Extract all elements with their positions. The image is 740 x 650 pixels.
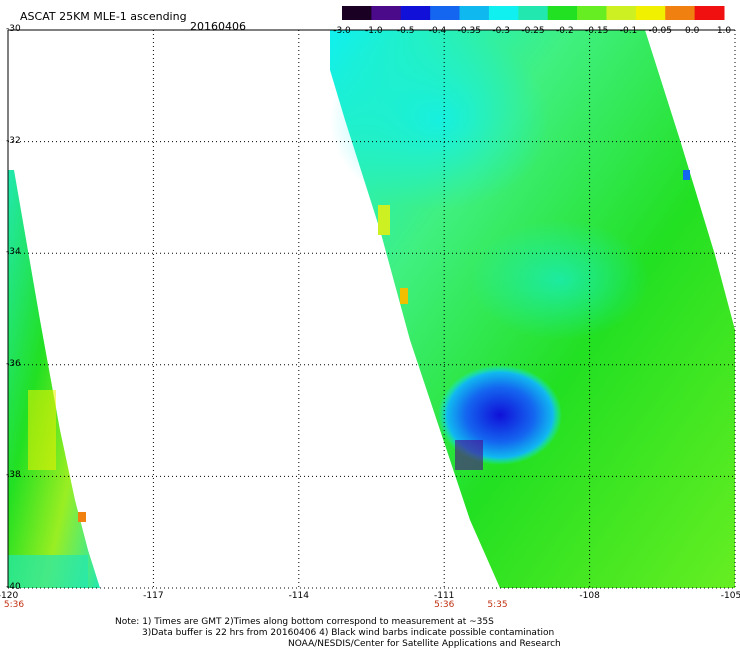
colorbar-label: -0.05 bbox=[648, 26, 672, 36]
latitude-tick-label: -30 bbox=[6, 24, 21, 34]
colorbar-segment bbox=[430, 6, 461, 20]
colorbar-label: -0.3 bbox=[492, 26, 510, 36]
cyan-region-2 bbox=[470, 220, 650, 340]
product-title: ASCAT 25KM MLE-1 ascending bbox=[20, 10, 187, 23]
cyan-region bbox=[330, 30, 550, 210]
colorbar-label: 0.0 bbox=[684, 26, 700, 36]
left-swath-orange-cell bbox=[78, 512, 86, 522]
longitude-tick-label: -120 bbox=[0, 591, 19, 601]
swath-time-label: 5:36 bbox=[434, 600, 455, 610]
colorbar-label: -3.0 bbox=[333, 26, 351, 36]
note-line-2: 3)Data buffer is 22 hrs from 20160406 4)… bbox=[142, 628, 555, 638]
note-line-1: Note: 1) Times are GMT 2)Times along bot… bbox=[115, 617, 494, 627]
longitude-tick-label: -117 bbox=[143, 591, 164, 601]
colorbar-label: -0.25 bbox=[521, 26, 545, 36]
colorbar-segment bbox=[488, 6, 519, 20]
colorbar-segment bbox=[371, 6, 402, 20]
latitude-tick-label: -40 bbox=[6, 582, 21, 592]
swath-time-label: 5:36 bbox=[3, 600, 25, 610]
left-swath-cyan-bottom bbox=[8, 555, 88, 588]
left-swath-yellow-patch bbox=[28, 390, 56, 470]
note-line-3: NOAA/NESDIS/Center for Satellite Applica… bbox=[288, 639, 561, 649]
latitude-tick-label: -32 bbox=[6, 135, 21, 146]
colorbar-segment bbox=[694, 6, 725, 20]
colorbar-segment bbox=[342, 6, 372, 20]
colorbar-segment bbox=[459, 6, 490, 20]
latitude-tick-label: -36 bbox=[6, 358, 21, 369]
longitude-tick-label: -105 bbox=[720, 591, 740, 601]
colorbar-label: -0.2 bbox=[556, 26, 574, 36]
longitude-tick-label: -114 bbox=[288, 591, 310, 601]
colorbar-label: -0.35 bbox=[457, 26, 481, 36]
colorbar bbox=[342, 6, 725, 20]
colorbar-label: 1.0 bbox=[716, 26, 732, 36]
colorbar-label: -0.5 bbox=[396, 26, 415, 36]
colorbar-segment bbox=[400, 6, 431, 20]
latitude-tick-label: -34 bbox=[6, 247, 21, 258]
colorbar-segment bbox=[665, 6, 696, 20]
colorbar-segment bbox=[577, 6, 607, 20]
colorbar-label: -0.1 bbox=[619, 26, 638, 36]
colorbar-label: -0.15 bbox=[585, 26, 609, 36]
latitude-tick-label: -38 bbox=[6, 470, 21, 481]
longitude-tick-label: -111 bbox=[433, 591, 455, 601]
colorbar-segment bbox=[518, 6, 549, 20]
colorbar-segment bbox=[606, 6, 637, 20]
longitude-tick-label: -108 bbox=[579, 591, 600, 601]
colorbar-label: -0.4 bbox=[428, 26, 447, 36]
colorbar-segment bbox=[635, 6, 666, 20]
left-swath bbox=[8, 170, 100, 588]
right-swath-orange-cell bbox=[400, 288, 408, 304]
right-swath-blue-cell bbox=[683, 170, 690, 180]
right-swath-yellow-cells bbox=[378, 205, 390, 235]
low-core-dark bbox=[455, 440, 483, 470]
colorbar-segment bbox=[547, 6, 578, 20]
colorbar-label: -1.0 bbox=[365, 26, 383, 36]
swath-time-label: 5:35 bbox=[487, 600, 508, 610]
